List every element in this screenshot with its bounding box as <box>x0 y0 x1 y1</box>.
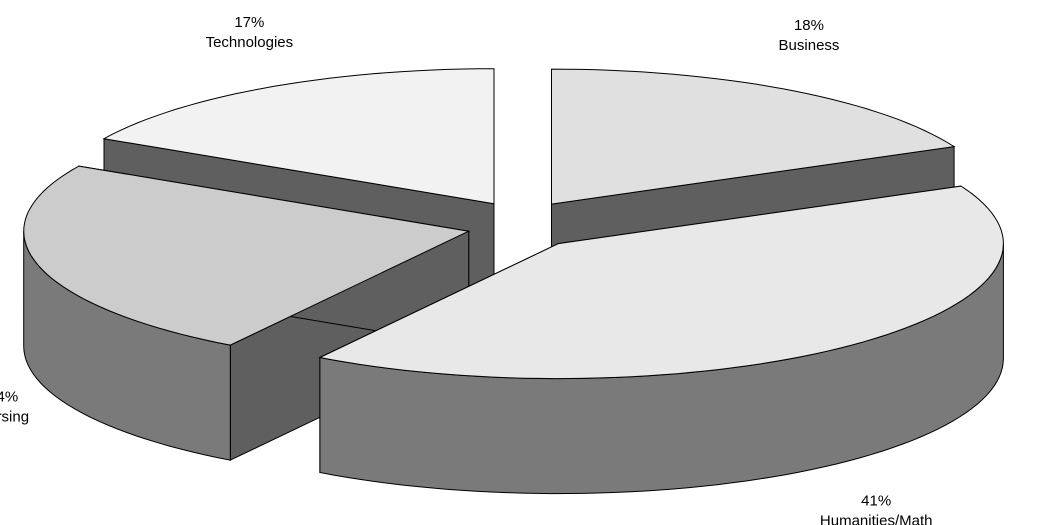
slice <box>102 68 495 205</box>
category-label: Nursing <box>0 408 29 425</box>
category-label: Technologies <box>206 34 294 51</box>
slice <box>23 165 471 346</box>
slice <box>318 185 1004 380</box>
category-label: Business <box>779 37 840 54</box>
slice <box>551 68 956 205</box>
value-label: 17% <box>234 14 264 31</box>
category-label: Humanities/Math <box>820 512 933 525</box>
value-label: 41% <box>861 492 891 509</box>
value-label: 18% <box>794 17 824 34</box>
slice <box>318 185 1004 495</box>
value-label: 24% <box>0 388 18 405</box>
